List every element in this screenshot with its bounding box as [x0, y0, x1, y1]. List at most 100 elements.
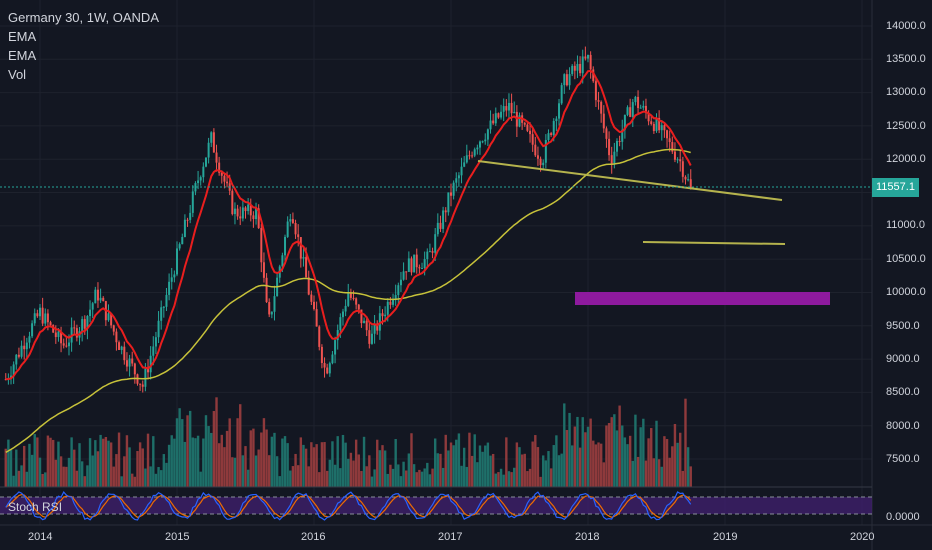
- candle-body: [368, 330, 371, 344]
- volume-bar: [249, 430, 252, 487]
- candle-body: [170, 277, 173, 282]
- volume-bar: [560, 453, 563, 487]
- symbol-title[interactable]: Germany 30, 1W, OANDA: [8, 10, 159, 25]
- volume-bar: [275, 456, 279, 487]
- volume-bar: [676, 442, 679, 487]
- candle-body: [536, 155, 539, 159]
- volume-bar: [631, 460, 634, 487]
- volume-bar: [478, 445, 482, 487]
- candle-body: [465, 155, 468, 163]
- volume-bar: [584, 432, 587, 487]
- volume-bar: [383, 450, 387, 487]
- volume-bar: [597, 442, 600, 487]
- candle-body: [370, 333, 373, 344]
- candle-body: [149, 355, 152, 373]
- candle-body: [473, 149, 476, 156]
- candle-body: [455, 178, 458, 183]
- price-tick: 9000.0: [886, 353, 920, 365]
- indicator-ema-fast[interactable]: EMA: [8, 29, 37, 44]
- indicator-volume[interactable]: Vol: [8, 67, 27, 82]
- volume-bar: [281, 438, 284, 487]
- candle-body: [505, 106, 508, 111]
- volume-bar: [75, 470, 79, 487]
- candle-body: [476, 147, 479, 150]
- volume-bar: [599, 443, 603, 487]
- candle-body: [54, 332, 57, 338]
- volume-bar: [557, 455, 561, 487]
- candle-body: [218, 162, 221, 173]
- candle-body: [410, 258, 413, 273]
- candle-body: [310, 294, 313, 302]
- candle-body: [529, 130, 532, 135]
- stoch-rsi-label[interactable]: Stoch RSI: [8, 500, 63, 514]
- time-tick: 2018: [575, 531, 600, 543]
- ema-fast-line: [5, 69, 692, 381]
- volume-bar: [394, 439, 397, 487]
- candle-body: [658, 117, 661, 131]
- volume-bar: [494, 473, 497, 487]
- candle-body: [65, 345, 68, 347]
- volume-bar: [352, 460, 355, 487]
- volume-bar: [167, 444, 171, 487]
- candle-body: [178, 244, 181, 249]
- volume-bar: [565, 430, 569, 487]
- candle-body: [215, 152, 218, 163]
- candle-body: [457, 175, 460, 179]
- volume-bar: [312, 447, 316, 487]
- volume-bar: [405, 470, 408, 487]
- candle-body: [81, 319, 84, 332]
- volume-bar: [41, 473, 44, 487]
- volume-bar: [9, 449, 13, 487]
- price-tick: 8000.0: [886, 420, 920, 432]
- time-tick: 2015: [165, 531, 190, 543]
- candle-body: [542, 162, 545, 166]
- candle-body: [89, 309, 92, 317]
- volume-bar: [210, 432, 213, 487]
- candle-body: [120, 346, 123, 350]
- candle-body: [286, 221, 289, 237]
- candle-body: [526, 124, 529, 131]
- volume-bar: [439, 453, 442, 487]
- volume-bar: [655, 420, 658, 487]
- volume-bar: [660, 466, 663, 487]
- candle-body: [558, 103, 561, 119]
- volume-bar: [460, 465, 463, 487]
- candle-body: [270, 311, 273, 315]
- volume-bar: [268, 455, 271, 487]
- volume-bar: [476, 462, 479, 487]
- candle-body: [421, 268, 424, 270]
- volume-bar: [59, 456, 63, 487]
- volume-bar: [336, 436, 339, 487]
- price-tick: 13000.0: [886, 86, 926, 98]
- volume-bar: [586, 426, 590, 487]
- volume-bar: [671, 446, 674, 487]
- candle-body: [497, 113, 500, 118]
- candle-body: [647, 112, 650, 122]
- time-tick: 2016: [301, 531, 326, 543]
- volume-bar: [621, 425, 624, 487]
- volume-bar: [117, 432, 121, 487]
- candle-body: [147, 368, 150, 373]
- volume-bar: [610, 417, 613, 487]
- candle-body: [450, 192, 452, 196]
- volume-bar: [684, 398, 687, 487]
- candle-body: [289, 219, 292, 222]
- volume-bar: [528, 468, 532, 487]
- candle-body: [262, 262, 265, 278]
- volume-bar: [526, 471, 529, 487]
- candle-body: [25, 342, 28, 350]
- volume-bar: [552, 445, 555, 487]
- candle-body: [507, 102, 510, 111]
- candle-body: [115, 331, 118, 343]
- candle-body: [212, 132, 215, 153]
- candle-body: [573, 65, 576, 71]
- candle-body: [513, 111, 516, 114]
- volume-bar: [318, 472, 321, 487]
- indicator-ema-slow[interactable]: EMA: [8, 48, 37, 63]
- volume-bar: [323, 442, 326, 487]
- candle-body: [444, 210, 447, 213]
- volume-bar: [236, 418, 239, 487]
- candle-body: [666, 130, 669, 139]
- candle-body: [494, 113, 497, 124]
